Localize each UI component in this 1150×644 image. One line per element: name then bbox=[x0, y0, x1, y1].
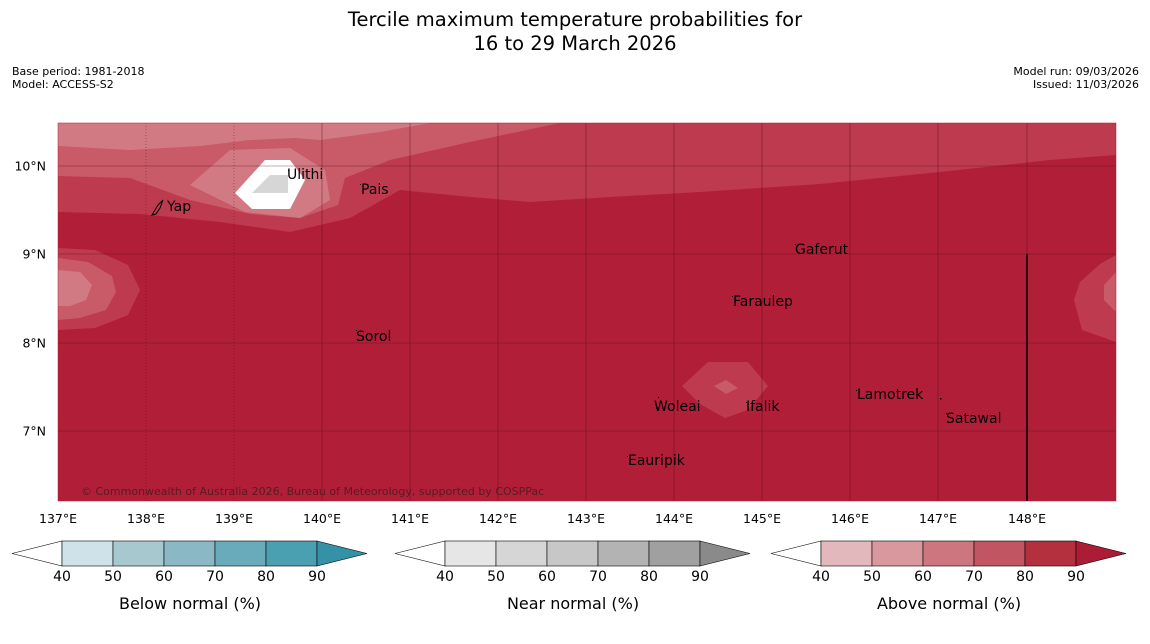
cb-above-tick-70: 70 bbox=[965, 569, 983, 585]
cb-near-tick-90: 90 bbox=[691, 569, 709, 585]
lon-label-148e: 148°E bbox=[1007, 511, 1047, 526]
lon-label-137e: 137°E bbox=[38, 511, 78, 526]
island-markers bbox=[288, 170, 947, 457]
place-ulithi: Ulithi bbox=[287, 167, 324, 183]
title-line-1: Tercile maximum temperature probabilitie… bbox=[347, 8, 803, 31]
contour-above-70-ifalik bbox=[714, 380, 738, 394]
below-colorbar-min-extend bbox=[11, 540, 63, 567]
colorbar-near-normal bbox=[394, 540, 751, 567]
below-colorbar-segment bbox=[265, 540, 318, 567]
lat-label-7n: 7°N bbox=[22, 423, 46, 439]
above-colorbar-segment bbox=[973, 540, 1026, 567]
cb-near-tick-80: 80 bbox=[640, 569, 658, 585]
place-sorol: Sorol bbox=[356, 329, 392, 345]
cb-below-tick-90: 90 bbox=[308, 569, 326, 585]
above-colorbar-segment bbox=[922, 540, 975, 567]
map-frame bbox=[57, 122, 1117, 502]
cb-below-tick-80: 80 bbox=[257, 569, 275, 585]
above-colorbar-segment bbox=[871, 540, 924, 567]
cb-above-label: Above normal (%) bbox=[876, 594, 1022, 613]
contour-above-60-north bbox=[58, 123, 430, 150]
above-colorbar-max-extend bbox=[1075, 540, 1127, 567]
lon-label-140e: 140°E bbox=[302, 511, 342, 526]
lon-gridlines bbox=[145, 123, 1028, 501]
cb-above-tick-90: 90 bbox=[1067, 569, 1085, 585]
cb-near-tick-60: 60 bbox=[538, 569, 556, 585]
cb-above-tick-80: 80 bbox=[1016, 569, 1034, 585]
model-run: Model run: 09/03/2026 bbox=[1013, 65, 1139, 78]
lon-label-147e: 147°E bbox=[918, 511, 958, 526]
contour-near-ulithi bbox=[252, 175, 288, 193]
near-colorbar-segment bbox=[444, 540, 497, 567]
contour-above-70-east bbox=[1104, 272, 1116, 312]
above-colorbar-min-extend bbox=[770, 540, 822, 567]
contour-above-80-east bbox=[1074, 255, 1116, 342]
cb-below-label: Below normal (%) bbox=[118, 594, 262, 613]
cb-below-tick-40: 40 bbox=[53, 569, 71, 585]
near-colorbar-segment bbox=[597, 540, 650, 567]
place-woleai: Woleai bbox=[654, 399, 701, 415]
near-colorbar-segment bbox=[648, 540, 701, 567]
place-satawal: Satawal bbox=[946, 411, 1002, 427]
near-colorbar-segment bbox=[495, 540, 548, 567]
place-yap: Yap bbox=[167, 199, 192, 215]
yap-island-icon bbox=[150, 199, 164, 216]
lat-label-10n: 10°N bbox=[14, 158, 46, 174]
issued-date: Issued: 11/03/2026 bbox=[1032, 78, 1139, 91]
base-period: Base period: 1981-2018 bbox=[12, 65, 145, 78]
below-colorbar-segment bbox=[163, 540, 216, 567]
cb-above-tick-40: 40 bbox=[812, 569, 830, 585]
near-colorbar-segment bbox=[546, 540, 599, 567]
lon-label-139e: 139°E bbox=[214, 511, 254, 526]
below-colorbar-segment bbox=[214, 540, 267, 567]
place-ifalik: Ifalik bbox=[746, 399, 780, 415]
lon-label-141e: 141°E bbox=[390, 511, 430, 526]
place-faraulep: Faraulep bbox=[733, 294, 793, 310]
lat-gridlines bbox=[58, 165, 1116, 432]
colorbar-above-normal bbox=[770, 540, 1127, 567]
below-colorbar-segment bbox=[112, 540, 165, 567]
cb-below-tick-70: 70 bbox=[206, 569, 224, 585]
place-eauripik: Eauripik bbox=[628, 453, 685, 469]
cb-below-tick-50: 50 bbox=[104, 569, 122, 585]
copyright-notice: © Commonwealth of Australia 2026, Bureau… bbox=[81, 485, 545, 498]
above-colorbar-segment bbox=[1024, 540, 1077, 567]
cb-below-tick-60: 60 bbox=[155, 569, 173, 585]
above-colorbar-segment bbox=[820, 540, 873, 567]
cb-near-tick-70: 70 bbox=[589, 569, 607, 585]
below-colorbar-segment bbox=[61, 540, 114, 567]
lon-label-143e: 143°E bbox=[566, 511, 606, 526]
cb-near-label: Near normal (%) bbox=[506, 594, 640, 613]
lon-label-144e: 144°E bbox=[654, 511, 694, 526]
colorbar-below-normal bbox=[11, 540, 368, 567]
title-line-2: 16 to 29 March 2026 bbox=[473, 32, 677, 55]
near-colorbar-min-extend bbox=[394, 540, 446, 567]
lon-label-145e: 145°E bbox=[742, 511, 782, 526]
cb-above-tick-50: 50 bbox=[863, 569, 881, 585]
place-gaferut: Gaferut bbox=[795, 242, 849, 258]
lat-label-8n: 8°N bbox=[22, 335, 46, 351]
lon-label-146e: 146°E bbox=[830, 511, 870, 526]
place-pais: Pais bbox=[361, 182, 389, 198]
lon-label-138e: 138°E bbox=[126, 511, 166, 526]
below-colorbar-max-extend bbox=[316, 540, 368, 567]
lon-label-142e: 142°E bbox=[478, 511, 518, 526]
cb-near-tick-50: 50 bbox=[487, 569, 505, 585]
cb-above-tick-60: 60 bbox=[914, 569, 932, 585]
model-name: Model: ACCESS-S2 bbox=[12, 78, 114, 91]
contour-above-60-west bbox=[58, 270, 92, 306]
cb-near-tick-40: 40 bbox=[436, 569, 454, 585]
lat-label-9n: 9°N bbox=[22, 246, 46, 262]
near-colorbar-max-extend bbox=[699, 540, 751, 567]
place-lamotrek: Lamotrek bbox=[857, 387, 924, 403]
